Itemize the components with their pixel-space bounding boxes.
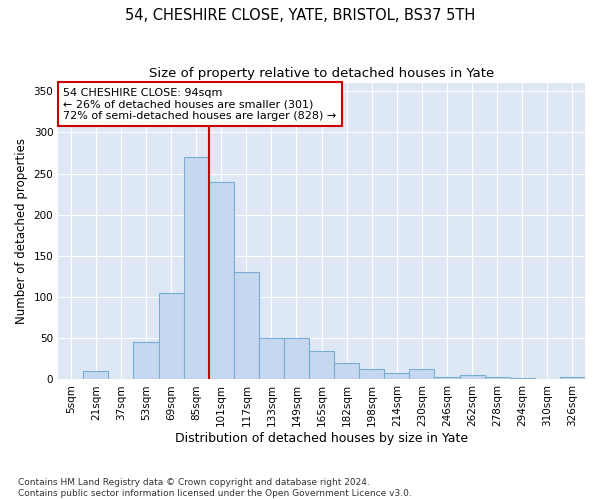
Bar	[560, 377, 585, 380]
Title: Size of property relative to detached houses in Yate: Size of property relative to detached ho…	[149, 68, 494, 80]
Bar	[184, 157, 209, 380]
Bar	[284, 338, 309, 380]
Bar	[485, 377, 510, 380]
Bar	[83, 371, 109, 380]
Bar	[460, 376, 485, 380]
Y-axis label: Number of detached properties: Number of detached properties	[15, 138, 28, 324]
Bar	[133, 342, 158, 380]
Bar	[359, 369, 385, 380]
Bar	[234, 272, 259, 380]
X-axis label: Distribution of detached houses by size in Yate: Distribution of detached houses by size …	[175, 432, 468, 445]
Bar	[434, 377, 460, 380]
Bar	[209, 182, 234, 380]
Text: Contains HM Land Registry data © Crown copyright and database right 2024.
Contai: Contains HM Land Registry data © Crown c…	[18, 478, 412, 498]
Bar	[158, 293, 184, 380]
Bar	[334, 363, 359, 380]
Bar	[385, 373, 409, 380]
Text: 54 CHESHIRE CLOSE: 94sqm
← 26% of detached houses are smaller (301)
72% of semi-: 54 CHESHIRE CLOSE: 94sqm ← 26% of detach…	[64, 88, 337, 120]
Text: 54, CHESHIRE CLOSE, YATE, BRISTOL, BS37 5TH: 54, CHESHIRE CLOSE, YATE, BRISTOL, BS37 …	[125, 8, 475, 22]
Bar	[510, 378, 535, 380]
Bar	[409, 369, 434, 380]
Bar	[309, 350, 334, 380]
Bar	[259, 338, 284, 380]
